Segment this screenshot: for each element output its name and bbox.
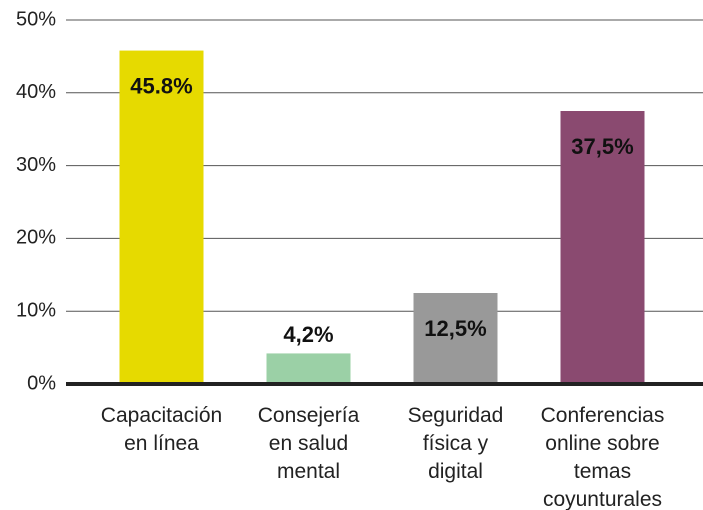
bar bbox=[266, 353, 351, 384]
x-tick-label: Consejería en salud mental bbox=[257, 404, 360, 483]
y-tick-label: 50% bbox=[16, 8, 56, 30]
bar bbox=[119, 50, 204, 385]
y-tick-label: 20% bbox=[16, 227, 56, 249]
value-label: 45.8% bbox=[130, 73, 192, 98]
x-tick-label: Seguridad física y digital bbox=[407, 404, 504, 483]
y-tick-label: 40% bbox=[16, 81, 56, 103]
bar bbox=[413, 293, 498, 384]
bar bbox=[560, 111, 645, 384]
value-label: 37,5% bbox=[571, 134, 633, 159]
value-label: 12,5% bbox=[424, 316, 486, 341]
y-tick-label: 0% bbox=[27, 372, 56, 394]
y-tick-label: 30% bbox=[16, 154, 56, 176]
x-tick-label: Conferencias online sobre temas coyuntur… bbox=[540, 404, 665, 510]
x-tick-label: Capacitación en línea bbox=[100, 404, 223, 455]
value-label: 4,2% bbox=[283, 322, 333, 347]
y-tick-label: 10% bbox=[16, 299, 56, 321]
